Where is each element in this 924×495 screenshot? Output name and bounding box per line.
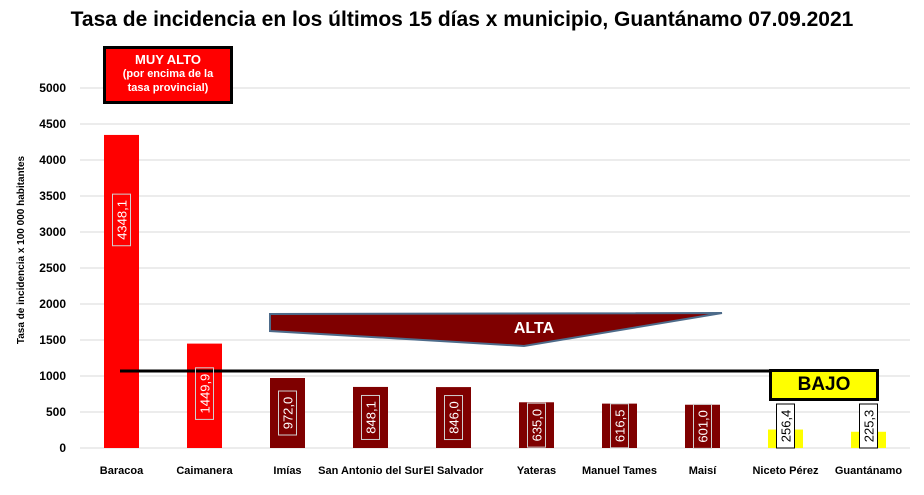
x-category-label: Imías [273,465,301,477]
bar [519,402,554,448]
bajo-callout: BAJO [769,369,879,401]
data-label-box [610,403,629,449]
y-tick-label: 2500 [39,261,66,275]
data-label-text: 256,4 [779,410,794,443]
data-label: 601,0 [693,403,712,449]
muy-alto-subtitle-2: tasa provincial) [127,82,209,94]
data-label: 225,3 [859,403,878,449]
x-category-label: San Antonio del Sur [318,465,423,477]
alta-label: ALTA [514,320,555,337]
data-label-box [693,403,712,449]
bar [187,343,222,448]
y-tick-label: 1000 [39,369,66,383]
data-label-text: 635,0 [530,409,545,442]
data-label-text: 972,0 [281,397,296,430]
chart-title: Tasa de incidencia en los últimos 15 día… [70,8,854,31]
x-category-label: Yateras [517,465,556,477]
data-label-box [527,402,546,448]
y-tick-label: 2000 [39,297,66,311]
data-label-text: 848,1 [364,401,379,434]
y-tick-label: 4000 [39,153,66,167]
x-category-label: El Salvador [424,465,485,477]
data-label-box [278,390,297,436]
y-tick-label: 1500 [39,333,66,347]
x-category-label: Caimanera [176,465,233,477]
data-label: 4348,1 [112,193,131,247]
data-label-box [112,193,131,247]
data-label-text: 601,0 [696,410,711,443]
bar [353,386,388,448]
x-category-label: Niceto Pérez [752,465,819,477]
data-label: 846,0 [444,395,463,441]
muy-alto-subtitle-1: (por encima de la [122,68,214,80]
data-label: 256,4 [776,403,795,449]
data-label: 635,0 [527,402,546,448]
bar [602,403,637,448]
data-label-box [361,394,380,440]
y-tick-label: 4500 [39,117,66,131]
x-category-label: Maisí [689,465,717,477]
data-label-text: 846,0 [447,401,462,434]
x-category-label: Guantánamo [835,465,903,477]
data-label: 1449,9 [195,367,214,420]
data-label-text: 225,3 [862,410,877,443]
y-tick-label: 3000 [39,225,66,239]
data-label: 616,5 [610,403,629,449]
data-label-text: 616,5 [613,410,628,443]
data-label-box [444,395,463,441]
data-label-text: 4348,1 [115,200,130,240]
x-category-label: Manuel Tames [582,465,657,477]
y-axis-title: Tasa de incidencia x 100 000 habitantes [16,155,27,344]
y-tick-label: 0 [59,441,66,455]
data-label-box [859,403,878,449]
muy-alto-title: MUY ALTO [135,52,201,67]
bar [685,404,720,448]
y-tick-label: 500 [46,405,66,419]
data-label-box [776,403,795,449]
data-label-text: 1449,9 [198,374,213,414]
y-tick-label: 3500 [39,189,66,203]
bar [270,378,305,448]
data-label-box [195,367,214,420]
data-label: 972,0 [278,390,297,436]
data-label: 848,1 [361,394,380,440]
muy-alto-callout: MUY ALTO (por encima de la tasa provinci… [103,46,233,104]
x-category-label: Baracoa [100,465,144,477]
y-tick-label: 5000 [39,81,66,95]
bar [436,387,471,448]
bar [104,134,139,448]
alta-arrow-shape [269,312,723,348]
